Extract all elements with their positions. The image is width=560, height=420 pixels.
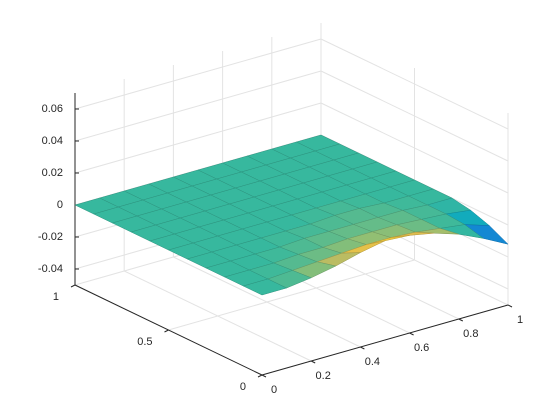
grid-line — [74, 70, 322, 142]
tick-mark — [257, 374, 263, 378]
tick-mark — [458, 318, 464, 322]
tick-mark — [261, 374, 267, 378]
z-tick-label: 0 — [57, 199, 63, 211]
x-tick-label: 0.6 — [414, 342, 429, 354]
y-tick-label: 0 — [240, 381, 246, 393]
tick-mark — [310, 360, 316, 364]
x-tick-label: 0.4 — [365, 356, 380, 368]
z-tick-label: -0.04 — [38, 263, 63, 275]
x-tick-label: 0 — [271, 384, 277, 396]
tick-mark — [70, 284, 76, 288]
grid-line — [74, 38, 322, 110]
tick-mark — [507, 304, 513, 308]
grid-line — [74, 102, 322, 174]
z-tick-label: 0.02 — [42, 167, 63, 179]
tick-mark — [164, 329, 169, 333]
z-tick-label: 0.06 — [42, 103, 63, 115]
tick-mark — [409, 332, 414, 336]
z-tick-label: 0.04 — [42, 135, 63, 147]
y-tick-label: 1 — [53, 291, 59, 303]
x-axis — [261, 304, 509, 376]
y-tick-label: 0.5 — [137, 336, 152, 348]
x-tick-label: 0.2 — [316, 370, 331, 382]
grid-line — [320, 70, 509, 162]
grid-line — [320, 102, 509, 194]
tick-mark — [360, 346, 365, 350]
surface-patch — [242, 278, 288, 296]
x-tick-label: 0.8 — [463, 328, 478, 340]
z-tick-label: -0.02 — [38, 231, 63, 243]
grid-line — [320, 38, 509, 130]
x-tick-label: 1 — [517, 314, 523, 326]
grid-line — [168, 259, 415, 331]
